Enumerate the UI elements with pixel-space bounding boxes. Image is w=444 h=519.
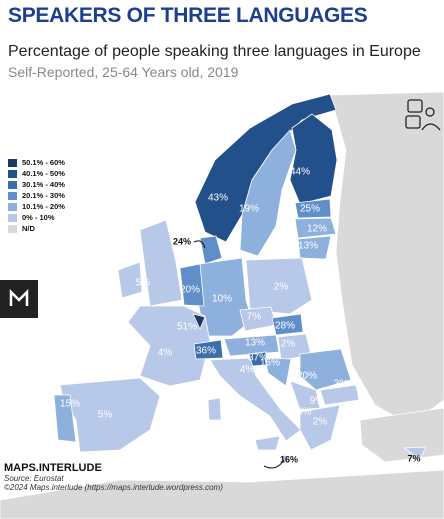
- map-label: 36%: [196, 346, 216, 357]
- map-label: 5%: [98, 410, 113, 421]
- map-label: 10%: [212, 294, 232, 305]
- legend-swatch: [8, 159, 17, 167]
- map-label: 44%: [290, 167, 310, 178]
- legend-label: 20.1% - 30%: [22, 191, 65, 200]
- map-label: 12%: [307, 224, 327, 235]
- map-label: 24%: [173, 236, 191, 246]
- source: Source: Eurostat: [4, 474, 64, 483]
- map-label: 28%: [275, 321, 295, 332]
- map-label: 9%: [310, 396, 325, 407]
- legend-swatch: [8, 170, 17, 178]
- map-label: 2%: [281, 339, 296, 350]
- note: Self-Reported, 25-64 Years old, 2019: [8, 64, 239, 80]
- legend-swatch: [8, 192, 17, 200]
- icon: [405, 99, 441, 131]
- map-label: 20%: [180, 285, 200, 296]
- legend-label: 10.1% - 20%: [22, 202, 65, 211]
- map-label: 37%: [248, 353, 268, 364]
- legend-swatch: [8, 203, 17, 211]
- logo: [0, 280, 38, 318]
- legend-label: 30.1% - 40%: [22, 180, 65, 189]
- map-label: 51%: [177, 322, 197, 333]
- map-label: 4%: [158, 348, 173, 359]
- legend-label: 0% - 10%: [22, 213, 55, 222]
- map-label: 20%: [297, 371, 317, 382]
- map-label: 19%: [239, 204, 259, 215]
- map-label: 7%: [407, 453, 420, 463]
- map-label: 2%: [313, 417, 328, 428]
- legend-label: 40.1% - 50%: [22, 169, 65, 178]
- legend-label: N/D: [22, 224, 36, 233]
- map-label: 5%: [136, 278, 151, 289]
- map-label: 7%: [247, 312, 262, 323]
- map-label: 13%: [298, 241, 318, 252]
- map-label: 43%: [208, 193, 228, 204]
- arrows: [193, 240, 285, 469]
- land: [0, 91, 444, 519]
- subtitle: Percentage of people speaking three lang…: [8, 43, 421, 60]
- legend-swatch: [8, 181, 17, 189]
- map-label: 16%: [260, 358, 280, 369]
- map-label: 16%: [280, 454, 298, 464]
- brand: MAPS.INTERLUDE: [4, 462, 102, 474]
- map-label: 4%: [240, 365, 255, 376]
- map-label: 2%: [274, 282, 289, 293]
- map-label: 3%: [334, 379, 349, 390]
- title: SPEAKERS OF THREE LANGUAGES: [8, 4, 368, 27]
- map-label: 13%: [245, 338, 265, 349]
- legend-label: 50.1% - 60%: [22, 158, 65, 167]
- map-label: 25%: [300, 204, 320, 215]
- footer: MAPS.INTERLUDE Source: Eurostat ©2024 Ma…: [4, 462, 223, 492]
- credit: ©2024 Maps.interlude (https://maps.inter…: [4, 483, 223, 492]
- map-label: 15%: [60, 399, 80, 410]
- map-label: 3%: [297, 407, 312, 418]
- legend-swatch: [8, 225, 17, 233]
- legend-swatch: [8, 214, 17, 222]
